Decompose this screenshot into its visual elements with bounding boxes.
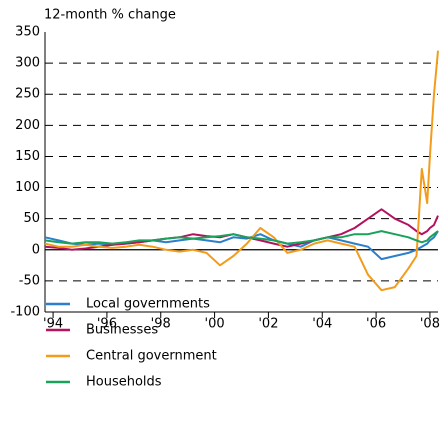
series-line [44, 208, 439, 251]
y-tick-label: 250 [15, 87, 40, 102]
legend-label: Households [86, 375, 162, 390]
y-tick-label: -100 [10, 305, 40, 320]
y-tick-label: 350 [15, 25, 40, 40]
y-tick-label: -50 [19, 273, 40, 288]
y-tick-label: 200 [15, 118, 40, 133]
series-line [44, 50, 439, 292]
y-tick-label: 50 [23, 211, 40, 226]
x-tick-label: '02 [258, 317, 278, 332]
x-tick-label: '06 [366, 317, 386, 332]
legend-label: Local governments [86, 297, 210, 312]
x-tick-label: '94 [43, 317, 63, 332]
legend-label: Central government [86, 349, 217, 364]
series-line [44, 230, 439, 245]
y-tick-label: 150 [15, 149, 40, 164]
legend-label: Businesses [86, 323, 158, 338]
x-tick-label: '04 [312, 317, 332, 332]
y-tick-label: 0 [32, 242, 40, 257]
x-tick-label: '98 [151, 317, 171, 332]
y-tick-label: 100 [15, 180, 40, 195]
y-axis-label: 12-month % change [44, 8, 176, 23]
x-tick-label: '00 [205, 317, 225, 332]
x-tick-label: '08 [420, 317, 440, 332]
x-tick-label: '96 [97, 317, 117, 332]
y-tick-label: 300 [15, 56, 40, 71]
